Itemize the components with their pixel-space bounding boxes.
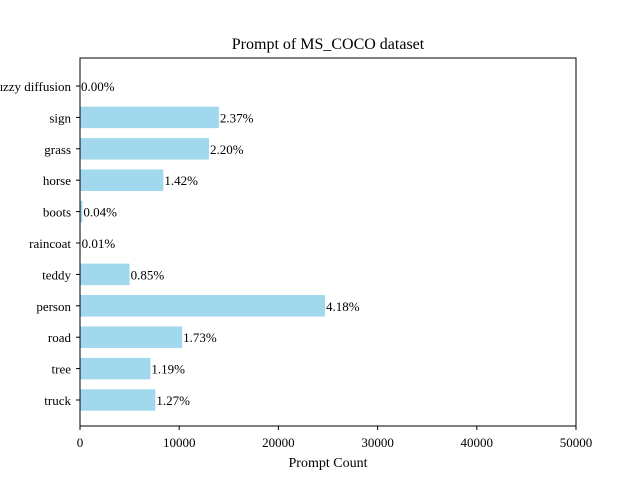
data-label: 0.01% [82,236,116,251]
x-tick-label: 20000 [262,435,295,450]
data-label: 4.18% [326,299,360,314]
y-tick-label: boots [43,205,71,220]
bar [80,169,164,191]
data-labels-layer: 1.27% 1.19% 1.73% 4.18% 0.85% 0.01% 0.04% 1.42%… [81,79,360,408]
bars-layer [80,106,326,411]
bar [80,357,151,380]
y-axis: truck tree road person teddy raincoat boots hor… [0,79,80,408]
bar [80,263,130,286]
y-tick-label: raincoat [29,236,71,251]
x-tick-label: 50000 [560,435,593,450]
y-tick-label: teddy [42,267,71,282]
x-tick-label: 0 [77,435,84,450]
data-label: 2.20% [210,142,244,157]
data-label: 2.37% [220,110,254,125]
data-label: 1.27% [156,393,190,408]
y-tick-label: horse [43,173,71,188]
y-tick-label: road [48,330,72,345]
y-tick-label: grass [44,142,71,157]
bar [80,295,326,317]
y-tick-label: fuzzy diffusion [0,79,71,94]
data-label: 1.73% [183,330,217,345]
x-tick-label: 30000 [361,435,394,450]
y-tick-label: tree [52,362,72,377]
data-label: 0.00% [81,79,115,94]
x-axis-label: Prompt Count [289,456,368,471]
bar [80,138,209,160]
plot-frame [79,57,577,427]
data-label: 1.19% [151,362,185,377]
x-tick-label: 40000 [461,435,494,450]
bar [80,200,83,223]
bar [80,106,219,129]
y-tick-label: person [36,299,71,314]
y-tick-label: truck [44,393,71,408]
y-tick-label: sign [49,110,71,125]
x-tick-label: 10000 [163,435,196,450]
chart-title: Prompt of MS_COCO dataset [232,36,425,53]
bar [80,389,156,411]
data-label: 0.85% [131,267,165,282]
bar [80,326,183,348]
data-label: 0.04% [83,205,117,220]
data-label: 1.42% [164,173,198,188]
x-axis: 0 10000 20000 30000 40000 50000 [77,426,593,450]
